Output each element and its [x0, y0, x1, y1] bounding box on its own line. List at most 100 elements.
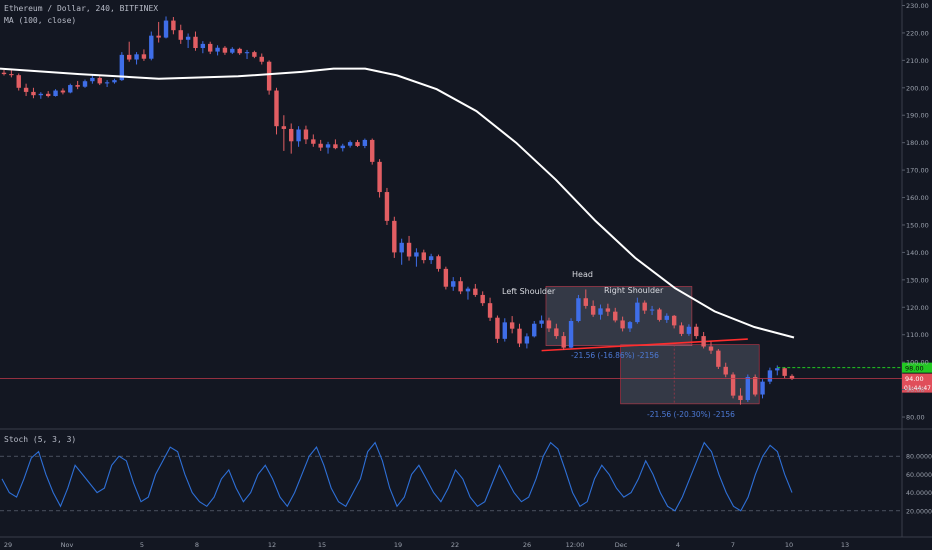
candle-body	[53, 90, 58, 97]
candle-body	[561, 336, 566, 348]
candle-body	[134, 54, 139, 60]
countdown-value: 01:44:47	[904, 385, 931, 392]
candle-body	[325, 144, 331, 148]
price-tick-label: 200.00	[906, 84, 929, 92]
price-tick-label: 160.00	[906, 194, 929, 202]
current-price-badge	[902, 373, 932, 393]
candle-body	[178, 30, 183, 40]
time-axis[interactable]: 29 Nov 5 8 12 15 19 22 26 12:00 Dec 4 7 10 13	[4, 541, 849, 549]
neckline-line	[541, 338, 748, 352]
head-shoulder-box	[545, 286, 693, 346]
candle-body	[524, 336, 530, 344]
candle-body	[627, 322, 633, 329]
candle-body	[149, 35, 154, 59]
candle-body	[296, 129, 301, 142]
candle-body	[244, 52, 250, 54]
time-tick-label: Dec	[615, 541, 628, 549]
candle-body	[583, 298, 588, 306]
candle-body	[200, 43, 206, 49]
candle-body	[679, 325, 684, 334]
measure-bottom-label: -21.56 (-20.30%) -2156	[647, 410, 735, 419]
price-tick-label: 220.00	[906, 29, 929, 37]
candle-body	[568, 321, 574, 348]
candle-body	[473, 288, 478, 295]
right-shoulder-label: Right Shoulder	[604, 286, 664, 295]
price-tick-label: 140.00	[906, 249, 929, 257]
candle-body	[451, 281, 456, 287]
candle-body	[362, 139, 368, 146]
candle-body	[399, 242, 404, 253]
candle-body	[208, 43, 213, 52]
candle-body	[694, 326, 699, 337]
candle-body	[370, 139, 375, 162]
candle-body	[635, 302, 640, 323]
candle-body	[171, 20, 176, 31]
candle-body	[782, 368, 787, 376]
price-tick-label: 130.00	[906, 276, 929, 284]
candle-body	[436, 256, 441, 269]
candle-body	[738, 395, 743, 401]
candle-body	[723, 366, 728, 375]
candle-body	[16, 75, 21, 88]
candle-body	[90, 77, 95, 82]
candle-body	[554, 328, 559, 337]
candle-body	[303, 129, 309, 140]
target-box	[620, 344, 760, 405]
candle-body	[97, 77, 102, 84]
candle-body	[215, 47, 220, 52]
candle-body	[23, 87, 29, 92]
candle-body	[141, 54, 147, 59]
candle-body	[716, 350, 721, 367]
candle-body	[237, 48, 242, 54]
candle-body	[480, 294, 485, 304]
price-tick-label: 180.00	[906, 139, 929, 147]
candle-body	[649, 309, 655, 311]
candle-body	[252, 52, 257, 57]
ma-line	[0, 67, 795, 339]
time-tick-label: 12	[268, 541, 276, 549]
candle-body	[311, 139, 316, 144]
annotations: Left Shoulder Head Right Shoulder -21.56…	[502, 270, 735, 419]
time-tick-label: 5	[140, 541, 144, 549]
price-levels: 98.00 94.00 01:44:47	[0, 362, 932, 393]
time-tick-label: 15	[318, 541, 326, 549]
stoch-legend[interactable]: Stoch (5, 3, 3)	[4, 435, 77, 444]
candle-body	[60, 90, 66, 93]
candle-body	[119, 54, 125, 81]
ma-legend[interactable]: MA (100, close)	[4, 16, 77, 25]
candle-body	[465, 288, 471, 292]
candle-body	[104, 82, 110, 84]
candle-body	[68, 85, 73, 93]
price-tick-label: 100.00	[906, 359, 929, 367]
price-axis[interactable]: 230.00 220.00 210.00 200.00 190.00 180.00 170.…	[902, 2, 929, 422]
candle-body	[318, 143, 323, 148]
candle-body	[686, 326, 692, 334]
candle-body	[745, 376, 751, 401]
time-tick-label: 22	[451, 541, 459, 549]
price-tick-label: 190.00	[906, 112, 929, 120]
candle-body	[509, 322, 515, 329]
price-tick-label: 150.00	[906, 221, 929, 229]
candle-body	[671, 315, 677, 326]
candle-body	[590, 305, 596, 315]
candle-body	[767, 370, 773, 382]
candle-body	[185, 36, 191, 40]
stoch-line	[1, 441, 793, 512]
head-label: Head	[572, 270, 593, 279]
time-tick-label: Nov	[61, 541, 74, 549]
current-price-value: 94.00	[905, 375, 924, 383]
candle-body	[163, 20, 169, 38]
candle-body	[664, 315, 670, 320]
candle-body	[443, 268, 449, 287]
candle-body	[1, 72, 7, 75]
price-tick-label: 210.00	[906, 57, 929, 65]
candle-body	[620, 320, 625, 329]
time-tick-label: 10	[785, 541, 793, 549]
candle-body	[193, 36, 198, 49]
candle-body	[82, 81, 88, 87]
symbol-legend[interactable]: Ethereum / Dollar, 240, BITFINEX	[4, 4, 159, 13]
candle-body	[126, 54, 132, 60]
stoch-pane: 80.0000 60.0000 40.0000 20.0000	[0, 441, 932, 515]
candle-body	[421, 252, 426, 261]
